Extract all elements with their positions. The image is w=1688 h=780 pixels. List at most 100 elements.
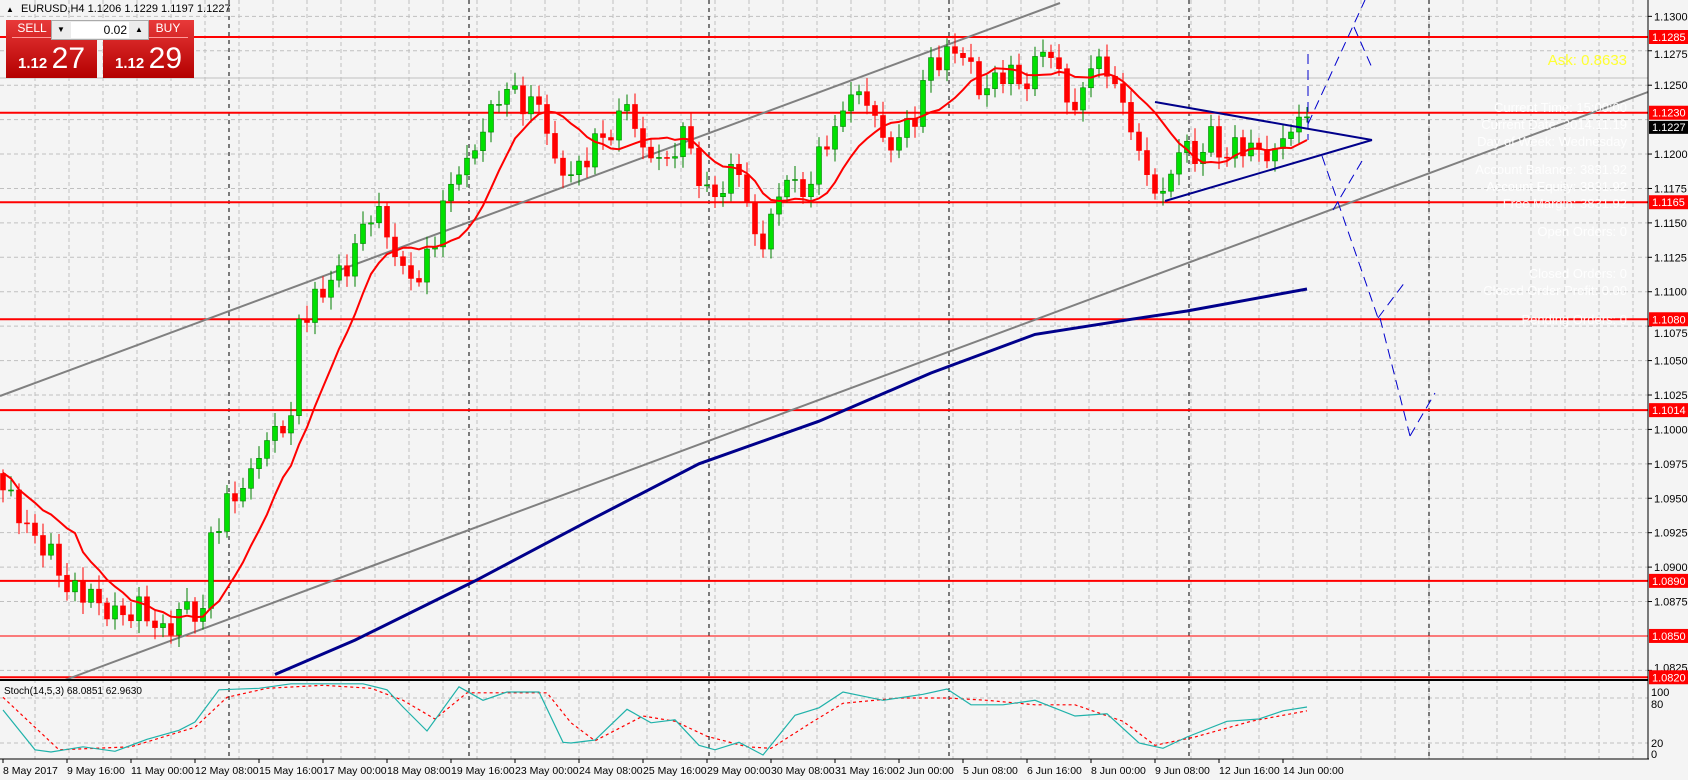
stoch-label: Stoch(14,5,3) 68.0851 62.9630 bbox=[4, 686, 142, 697]
candle-bull bbox=[1200, 143, 1206, 176]
candle-body bbox=[712, 184, 718, 198]
candle-bull bbox=[680, 122, 686, 168]
level-label: 1.0890 bbox=[1652, 576, 1686, 588]
candle-bull bbox=[464, 145, 470, 188]
candle-body bbox=[136, 596, 142, 622]
candle-bull bbox=[1096, 48, 1102, 78]
projection-up-branch[interactable] bbox=[1353, 26, 1374, 71]
candle-body bbox=[896, 137, 902, 151]
triangle-lower-line[interactable] bbox=[1164, 139, 1373, 202]
candle-bear bbox=[1216, 115, 1222, 170]
candle-bull bbox=[1160, 177, 1166, 206]
candle-bull bbox=[984, 75, 990, 107]
candle-body bbox=[624, 104, 630, 112]
candle-bull bbox=[312, 281, 318, 335]
sell-label: SELL bbox=[12, 21, 52, 38]
candle-body bbox=[904, 118, 910, 138]
candle-body bbox=[704, 184, 710, 187]
one-click-trading-panel: SELL 1.12 27 ▼ ▲ BUY 1.12 29 bbox=[6, 20, 194, 78]
candle-body bbox=[720, 192, 726, 198]
candle-body bbox=[8, 489, 14, 492]
candle-bear bbox=[400, 250, 406, 275]
candle-body bbox=[792, 179, 798, 181]
candle-bear bbox=[1056, 44, 1062, 76]
candle-body bbox=[696, 147, 702, 187]
time-axis[interactable]: 8 May 2017 9 May 16:00 11 May 00:00 12 May … bbox=[2, 759, 1344, 777]
price-tick-label: 1.1250 bbox=[1654, 80, 1688, 92]
candle-bull bbox=[472, 144, 478, 165]
price-tick-label: 1.0875 bbox=[1654, 597, 1688, 609]
projection-mid[interactable] bbox=[1332, 160, 1363, 211]
channel-lower-line[interactable] bbox=[64, 91, 1649, 681]
candle-bull bbox=[784, 175, 790, 203]
candle-body bbox=[176, 609, 182, 636]
collapse-triangle-icon[interactable]: ▲ bbox=[6, 5, 14, 14]
candle-body bbox=[1016, 64, 1022, 85]
price-axis[interactable]: 1.1300 1.1275 1.1250 1.1200 1.1175 1.1150 1.11… bbox=[1648, 11, 1688, 685]
candle-bull bbox=[1296, 104, 1302, 145]
candle-bear bbox=[232, 481, 238, 514]
time-tick-label: 29 May 00:00 bbox=[707, 765, 771, 777]
candle-bull bbox=[832, 114, 838, 162]
projection-down-2[interactable] bbox=[1379, 317, 1411, 437]
info-day-of-week: Day of Week: Wednesday bbox=[1477, 134, 1627, 149]
candle-body bbox=[1304, 116, 1310, 119]
candle-bull bbox=[296, 314, 302, 425]
candle-bull bbox=[456, 166, 462, 191]
candle-body bbox=[152, 620, 158, 628]
candle-bull bbox=[1080, 82, 1086, 122]
candle-body bbox=[40, 535, 46, 556]
candle-body bbox=[560, 157, 566, 176]
price-tick-label: 1.0975 bbox=[1654, 459, 1688, 471]
candle-body bbox=[616, 110, 622, 141]
candle-bull bbox=[504, 82, 510, 117]
horizontal-levels[interactable] bbox=[0, 36, 1648, 679]
candle-bull bbox=[256, 446, 262, 479]
time-tick-label: 2 Jun 00:00 bbox=[899, 765, 954, 777]
price-tick-label: 1.1075 bbox=[1654, 328, 1688, 340]
stoch-axis-label: 0 bbox=[1651, 749, 1657, 761]
triangle-pattern[interactable] bbox=[1154, 101, 1373, 202]
candle-body bbox=[784, 179, 790, 198]
candle-body bbox=[272, 425, 278, 441]
candle-body bbox=[1144, 150, 1150, 175]
projection-down-branch[interactable] bbox=[1377, 281, 1406, 319]
time-tick-label: 12 May 08:00 bbox=[195, 765, 259, 777]
candle-body bbox=[376, 206, 382, 224]
candle-body bbox=[440, 200, 446, 248]
level-badge bbox=[1649, 312, 1688, 327]
time-tick-label: 18 May 08:00 bbox=[387, 765, 451, 777]
candle-body bbox=[400, 256, 406, 266]
candle-body bbox=[344, 265, 350, 277]
candle-bear bbox=[344, 254, 350, 287]
info-current-date: Current Date: 2014.11.19 bbox=[1481, 117, 1627, 132]
candle-bull bbox=[896, 124, 902, 159]
moving-average-slow bbox=[274, 287, 1308, 676]
triangle-upper-line[interactable] bbox=[1154, 101, 1373, 141]
candle-bull bbox=[264, 432, 270, 467]
candle-body bbox=[0, 473, 6, 491]
candle-bull bbox=[160, 614, 166, 638]
candle-body bbox=[184, 601, 190, 610]
lot-size-stepper[interactable]: ▼ ▲ bbox=[51, 20, 149, 40]
candle-bear bbox=[536, 85, 542, 114]
trend-channel[interactable] bbox=[0, 2, 1649, 681]
projection-up[interactable] bbox=[1307, 0, 1366, 125]
candle-body bbox=[520, 85, 526, 115]
candle-bull bbox=[840, 101, 846, 132]
channel-upper-line[interactable] bbox=[0, 2, 1061, 397]
projection-lines[interactable] bbox=[1307, 0, 1436, 437]
candle-body bbox=[1120, 83, 1126, 103]
candle-bear bbox=[1192, 128, 1198, 172]
projection-down-1[interactable] bbox=[1321, 155, 1379, 319]
projection-down-end[interactable] bbox=[1409, 392, 1436, 437]
lot-size-input[interactable] bbox=[71, 22, 129, 38]
candle-bear bbox=[192, 597, 198, 634]
candle-bull bbox=[376, 192, 382, 229]
candle-body bbox=[640, 128, 646, 148]
price-tick-label: 1.1000 bbox=[1654, 424, 1688, 436]
candle-bull bbox=[1232, 125, 1238, 168]
increase-lot-icon[interactable]: ▲ bbox=[135, 25, 143, 34]
decrease-lot-icon[interactable]: ▼ bbox=[57, 25, 65, 34]
